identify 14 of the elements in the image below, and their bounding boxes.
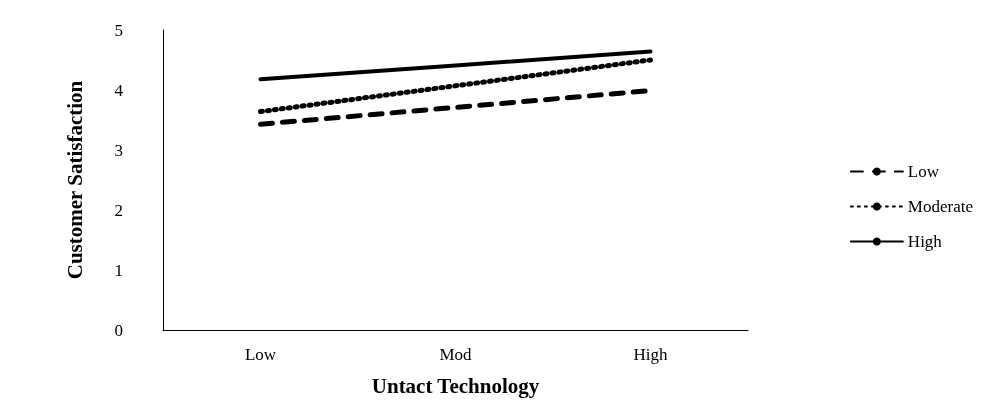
x-tick-label: Mod [439,345,473,364]
x-tick-label: Low [244,345,277,364]
x-tick-label: High [633,345,668,364]
y-tick-label: 3 [114,140,123,160]
x-axis-title: Untact Technology [371,373,540,398]
legend-label: High [907,232,943,251]
y-axis-title: Customer Satisfaction [62,80,87,280]
y-tick-label: 5 [114,20,123,40]
y-tick-label: 4 [114,80,124,100]
y-tick-label: 1 [114,260,123,280]
legend-label: Moderate [907,197,973,216]
y-tick-label: 2 [114,200,123,220]
legend-label: Low [907,162,940,181]
y-tick-label: 0 [114,320,123,340]
